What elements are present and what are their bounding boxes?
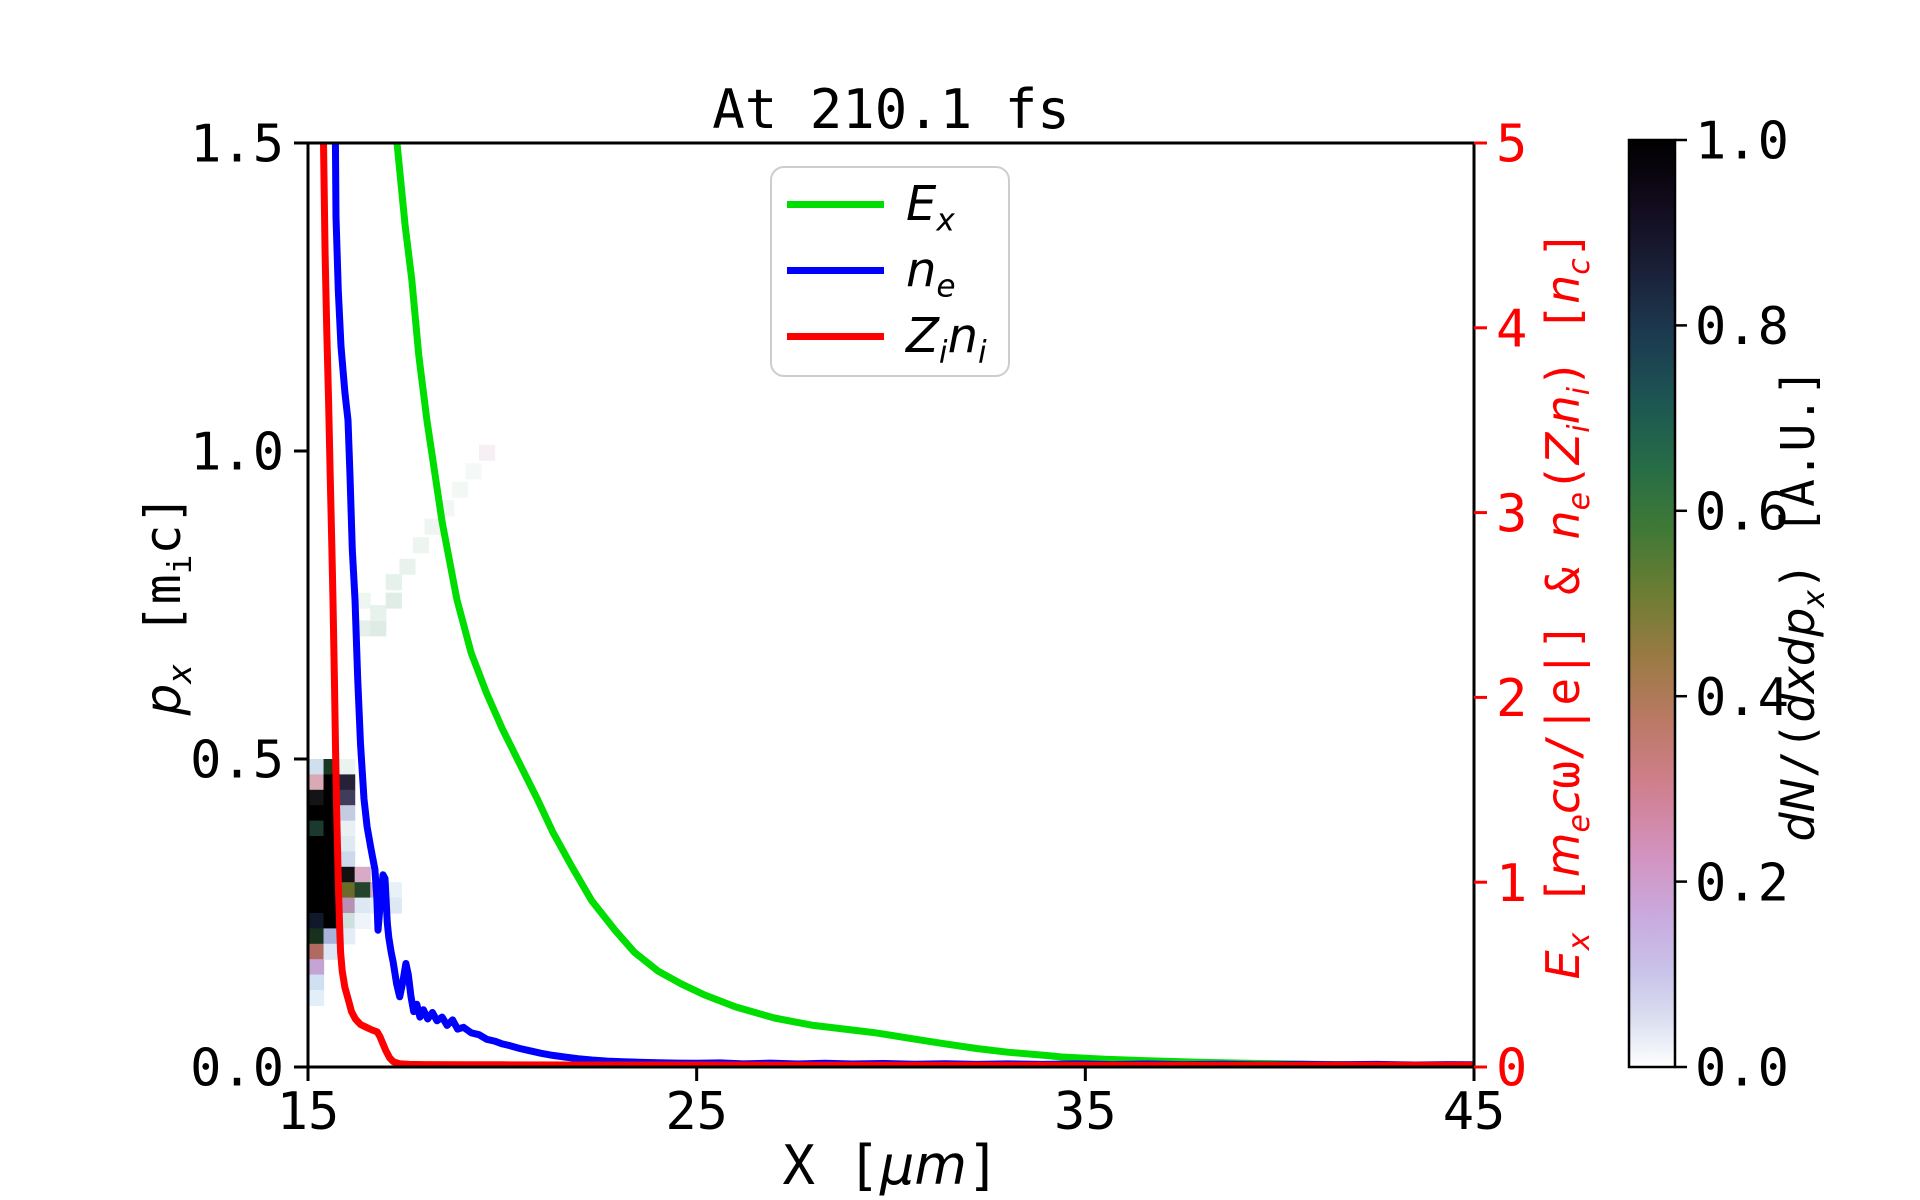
heatmap-cell	[412, 537, 430, 554]
heatmap-cell	[308, 913, 325, 929]
colorbar-tick-label: 0.6	[1695, 483, 1789, 543]
heatmap-cell	[308, 836, 325, 852]
heatmap-cell	[479, 444, 496, 461]
y-left-tick-label: 1.5	[190, 115, 284, 175]
curve-Zini	[319, 143, 1474, 1067]
colorbar-tick-label: 0.2	[1695, 853, 1789, 913]
curve-ne	[331, 143, 1474, 1067]
heatmap-cell	[323, 928, 340, 945]
x-tick-label: 35	[1054, 1082, 1117, 1142]
curve-Ex	[393, 143, 1474, 1067]
heatmap-cell	[308, 959, 325, 976]
y-right-tick-label: 2	[1496, 669, 1527, 729]
y-right-tick-label: 0	[1496, 1039, 1527, 1099]
legend-label-ne: ne	[906, 242, 956, 305]
x-axis-label: X [μm]	[782, 1134, 1000, 1197]
heatmap-cell	[308, 897, 325, 914]
colorbar-tick-label: 0.8	[1695, 297, 1789, 357]
y-left-tick-label: 0.0	[190, 1039, 284, 1099]
y-left-tick-label: 0.5	[190, 731, 284, 791]
heatmap-cell	[308, 928, 325, 945]
plot-border	[306, 141, 1476, 1069]
heatmap-cell	[308, 866, 325, 883]
legend-entry-ex: Ex	[787, 176, 955, 239]
heatmap-cell	[370, 620, 387, 637]
y-right-tick-label: 1	[1496, 854, 1527, 914]
legend-swatch-ex	[787, 200, 884, 208]
curves	[319, 143, 1474, 1067]
x-tick-label: 15	[277, 1082, 340, 1142]
y-axis-label-left: px [mic]	[134, 494, 199, 716]
y-left-tick-label: 1.0	[190, 423, 284, 483]
heatmap-cell	[308, 974, 325, 991]
heatmap-cell	[424, 518, 441, 535]
legend-entry-ne: ne	[787, 242, 956, 305]
x-tick-label: 25	[665, 1082, 728, 1142]
colorbar-gradient	[1627, 138, 1677, 1069]
heatmap	[308, 444, 496, 1006]
y-right-tick-label: 3	[1496, 484, 1527, 544]
legend-label-zini: Zini	[906, 308, 987, 371]
heatmap-cell	[308, 805, 325, 822]
heatmap-cell	[339, 851, 356, 868]
heatmap-cell	[339, 836, 356, 852]
chart-title: At 210.1 fs	[712, 78, 1070, 141]
y-axis-left	[294, 141, 308, 1069]
heatmap-cell	[339, 774, 356, 791]
heatmap-cell	[385, 882, 402, 899]
heatmap-cell	[308, 943, 325, 960]
legend-swatch-ne	[787, 266, 884, 274]
heatmap-cell	[451, 481, 468, 498]
heatmap-cell	[339, 789, 356, 806]
heatmap-cell	[308, 851, 325, 868]
heatmap-cell	[339, 805, 356, 822]
heatmap-cell	[339, 913, 356, 929]
heatmap-cell	[323, 913, 340, 929]
heatmap-cell	[385, 592, 402, 609]
y-axis-label-right: Ex [mecω/|e|] & ne(Zini) [nc]	[1536, 230, 1598, 980]
heatmap-cell	[339, 882, 356, 899]
y-axis-right	[1474, 141, 1487, 1069]
heatmap-cell	[308, 759, 325, 775]
legend-swatch-zini	[787, 332, 884, 340]
legend-entry-zini: Zini	[787, 308, 987, 371]
heatmap-cell	[308, 789, 325, 806]
colorbar-label: dN/(dxdpx) [A.U.]	[1771, 368, 1833, 842]
colorbar-tick-label: 0.4	[1695, 668, 1789, 728]
x-tick-label: 45	[1443, 1082, 1506, 1142]
heatmap-cell	[399, 558, 416, 575]
heatmap-cell	[339, 759, 356, 775]
heatmap-cell	[354, 913, 371, 929]
heatmap-cell	[339, 866, 356, 883]
heatmap-cell	[370, 605, 387, 621]
heatmap-cell	[339, 820, 356, 837]
heatmap-cell	[339, 897, 356, 914]
heatmap-cell	[308, 820, 325, 837]
heatmap-cell	[465, 463, 482, 480]
heatmap-cell	[323, 943, 340, 960]
heatmap-cell	[354, 866, 371, 883]
heatmap-cell	[308, 774, 325, 791]
heatmap-cell	[308, 882, 325, 899]
colorbar-tick-label: 0.0	[1695, 1039, 1789, 1099]
heatmap-cell	[308, 990, 325, 1006]
heatmap-cell	[385, 574, 402, 591]
legend: Ex ne Zini	[770, 166, 1010, 377]
colorbar	[1627, 138, 1687, 1069]
heatmap-cell	[354, 897, 371, 914]
x-axis	[306, 1067, 1476, 1081]
colorbar-tick-label: 1.0	[1695, 112, 1789, 172]
y-right-tick-label: 4	[1496, 300, 1527, 360]
y-right-tick-label: 5	[1496, 115, 1527, 175]
legend-label-ex: Ex	[906, 176, 955, 239]
heatmap-cell	[354, 882, 371, 899]
